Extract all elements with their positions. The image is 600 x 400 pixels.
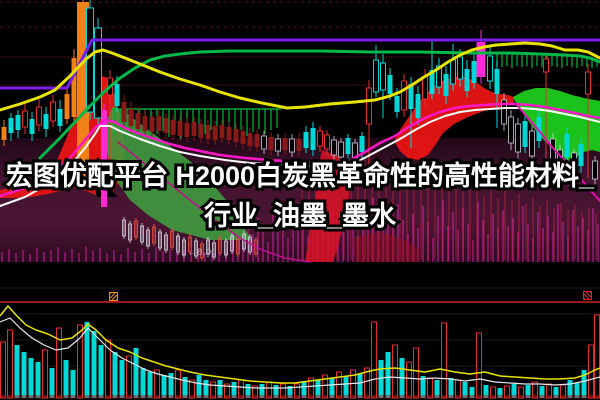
volume-bars: [0, 314, 600, 399]
magenta-tail-left: [117, 141, 311, 263]
magenta-tail-right: [515, 103, 600, 202]
price-annotation: ←8.01: [188, 247, 218, 257]
white-dma: [0, 107, 600, 207]
volume-yellow-ma: [0, 305, 600, 384]
event-marker-red-flag-icon: [583, 291, 592, 300]
headline-line2: 行业_油墨_墨水 行业_油墨_墨水: [0, 198, 600, 234]
headline-line1: 宏图优配平台 H2000白炭黑革命性的高性能材料_ 宏图优配平台 H2000白炭…: [0, 158, 600, 194]
green-long-ma: [38, 49, 600, 160]
mini-candles: [122, 217, 258, 261]
event-marker-orange-flag-icon: [109, 292, 118, 301]
green-comb-hatches: [113, 53, 598, 139]
headline-line1-outline: 宏图优配平台 H2000白炭黑革命性的高性能材料_: [3, 158, 597, 194]
headline-line2-text: 行业_油墨_墨水: [203, 201, 397, 231]
volume-white-ma: [0, 317, 600, 389]
yellow-ma: [0, 41, 600, 112]
ma-and-dma-lines: [0, 38, 600, 263]
headline-line2-outline: 行业_油墨_墨水: [201, 198, 399, 234]
headline-line1-text: 宏图优配平台 H2000白炭黑革命性的高性能材料_: [5, 161, 595, 191]
kline-candles: [1, 0, 598, 207]
volume-ma-lines: [0, 305, 600, 389]
